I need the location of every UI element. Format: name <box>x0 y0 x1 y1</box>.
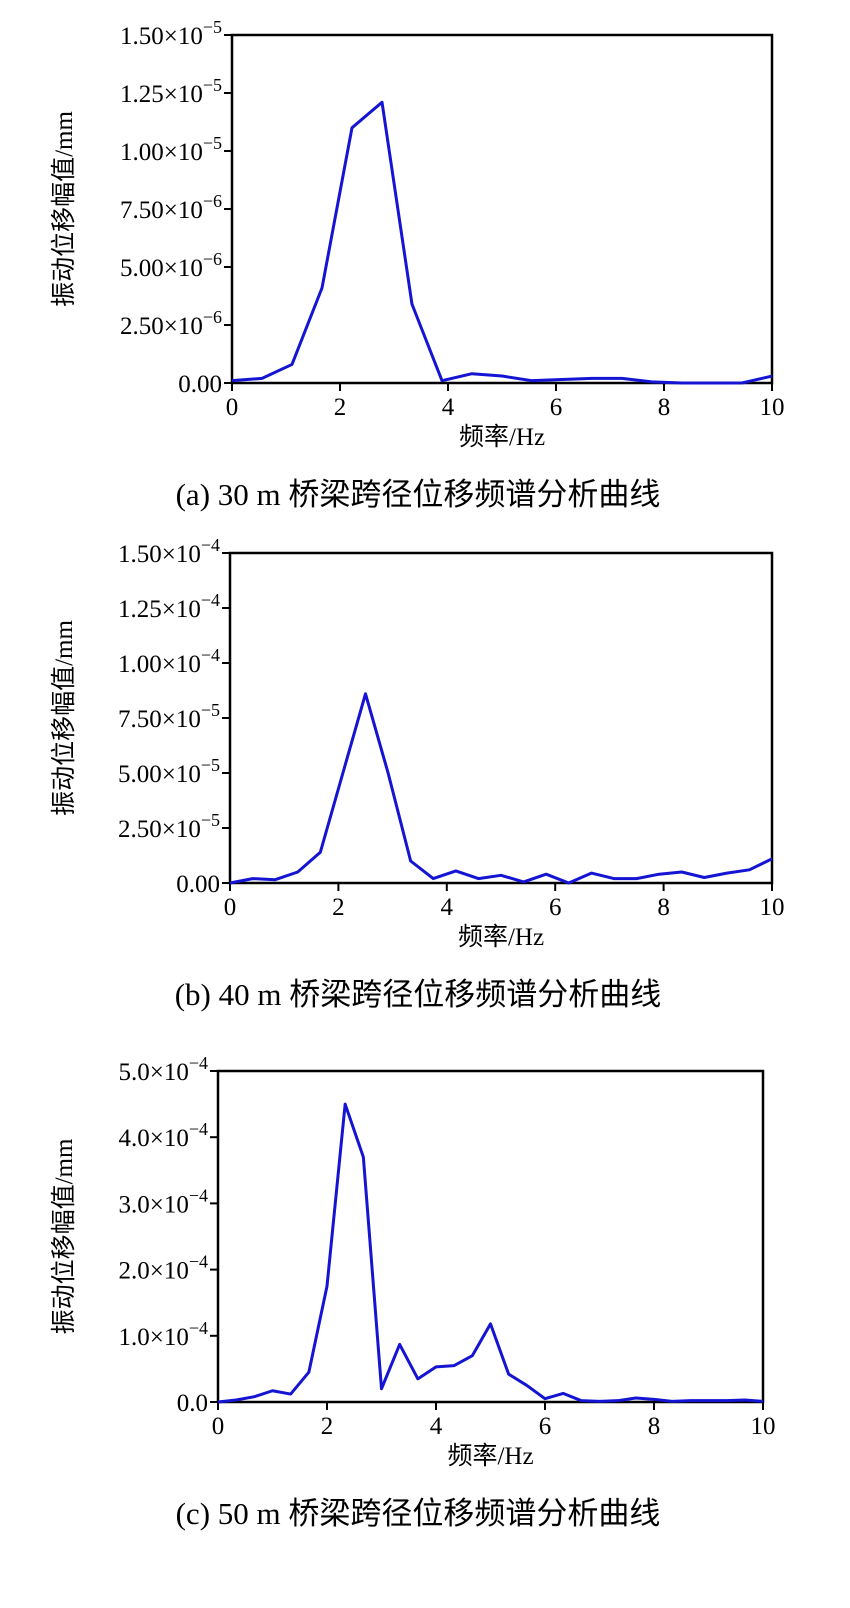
series-line <box>231 100 773 385</box>
x-tick-label: 4 <box>442 394 455 421</box>
y-tick-label: 7.50×10−5 <box>118 700 220 733</box>
y-axis-label: 振动位移幅值/mm <box>50 620 78 816</box>
y-tick-label: 2.0×10−4 <box>118 1252 208 1285</box>
y-axis-label: 振动位移幅值/mm <box>50 1138 78 1334</box>
x-tick-label: 2 <box>334 394 347 421</box>
y-tick-label: 1.00×10−5 <box>120 133 222 166</box>
x-tick-label: 4 <box>441 894 454 921</box>
y-tick-label: 7.50×10−6 <box>120 191 222 224</box>
y-tick-label: 1.25×10−5 <box>120 75 222 108</box>
x-tick-label: 8 <box>657 894 670 921</box>
x-tick-label: 2 <box>321 1413 334 1440</box>
y-tick-label: 1.50×10−4 <box>118 535 220 568</box>
x-tick-label: 8 <box>658 394 671 421</box>
caption: (a) 30 m 桥梁跨径位移频谱分析曲线 <box>176 477 661 512</box>
y-tick-label: 0.00 <box>178 371 222 398</box>
x-tick-label: 0 <box>212 1413 225 1440</box>
y-tick-label: 0.00 <box>176 871 220 898</box>
y-tick-label: 4.0×10−4 <box>118 1119 208 1152</box>
series-line <box>229 692 773 885</box>
x-axis-label: 频率/Hz <box>459 423 545 451</box>
y-tick-label: 1.00×10−4 <box>118 645 220 678</box>
y-tick-label: 0.0 <box>177 1390 208 1417</box>
y-tick-label: 1.50×10−5 <box>120 17 222 50</box>
y-tick-label: 5.00×10−5 <box>118 755 220 788</box>
y-tick-label: 2.50×10−5 <box>118 810 220 843</box>
y-tick-label: 3.0×10−4 <box>118 1185 208 1218</box>
y-tick-label: 1.25×10−4 <box>118 590 220 623</box>
y-tick-label: 5.00×10−6 <box>120 249 222 282</box>
y-tick-label: 1.0×10−4 <box>118 1318 208 1351</box>
x-tick-label: 6 <box>549 894 562 921</box>
caption: (c) 50 m 桥梁跨径位移频谱分析曲线 <box>176 1496 661 1531</box>
y-tick-label: 2.50×10−6 <box>120 307 222 340</box>
x-tick-label: 4 <box>430 1413 443 1440</box>
x-tick-label: 6 <box>550 394 563 421</box>
series-line <box>217 1102 764 1404</box>
x-tick-label: 8 <box>648 1413 661 1440</box>
x-tick-label: 10 <box>760 894 785 921</box>
plot-frame <box>230 33 774 385</box>
x-tick-label: 6 <box>539 1413 552 1440</box>
y-axis-label: 振动位移幅值/mm <box>50 111 78 307</box>
caption: (b) 40 m 桥梁跨径位移频谱分析曲线 <box>175 977 662 1012</box>
y-tick-label: 5.0×10−4 <box>118 1053 208 1086</box>
x-tick-label: 0 <box>226 394 239 421</box>
x-tick-label: 10 <box>760 394 785 421</box>
plot-frame <box>228 551 774 885</box>
x-axis-label: 频率/Hz <box>447 1442 533 1470</box>
x-tick-label: 10 <box>751 1413 776 1440</box>
x-axis-label: 频率/Hz <box>458 923 544 951</box>
plot-frame <box>216 1069 765 1404</box>
x-tick-label: 2 <box>332 894 345 921</box>
x-tick-label: 0 <box>224 894 237 921</box>
